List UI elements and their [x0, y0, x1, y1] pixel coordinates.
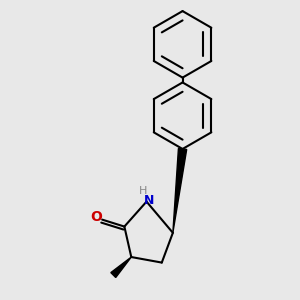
Text: N: N: [143, 194, 154, 207]
Polygon shape: [111, 257, 131, 278]
Polygon shape: [173, 148, 187, 233]
Text: H: H: [139, 186, 147, 196]
Text: O: O: [91, 210, 103, 224]
